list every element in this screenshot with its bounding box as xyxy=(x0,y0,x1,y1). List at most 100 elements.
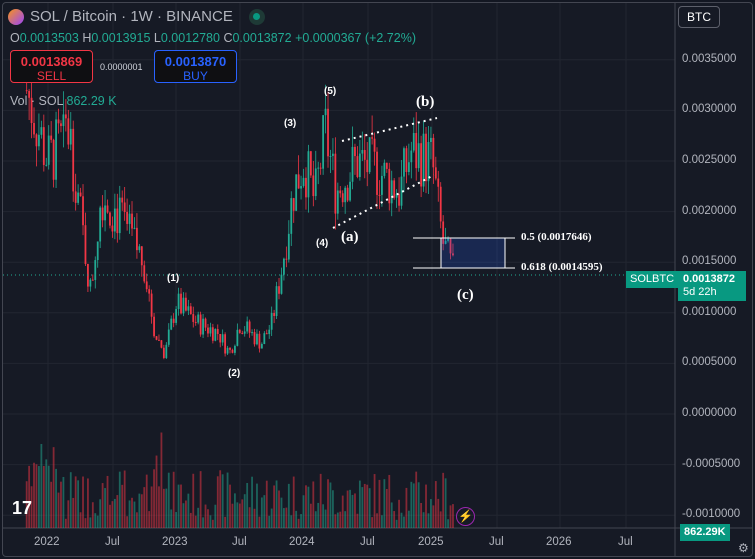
volume-bar xyxy=(437,498,440,528)
volume-bar xyxy=(268,515,271,528)
volume-bar xyxy=(42,465,45,528)
candle-body xyxy=(260,343,263,349)
volume-bar xyxy=(128,500,131,528)
candle-body xyxy=(77,192,80,203)
volume-bar xyxy=(52,447,55,528)
volume-bar xyxy=(430,499,432,528)
volume-bar xyxy=(412,483,415,528)
volume-bar xyxy=(388,474,391,528)
candle-body xyxy=(40,127,43,135)
price-tick: 0.0005000 xyxy=(682,356,737,369)
candle-body xyxy=(209,327,212,334)
volume-bar xyxy=(143,487,146,528)
volume-bar xyxy=(82,476,84,528)
candle-body xyxy=(339,190,342,194)
volume-bar xyxy=(371,517,374,528)
candle-body xyxy=(231,349,234,353)
time-tick: 2022 xyxy=(34,536,60,548)
change-value: +0.0000367 (+2.72%) xyxy=(295,31,416,45)
candle-body xyxy=(241,332,244,334)
candle-body xyxy=(275,286,278,316)
candle-body xyxy=(214,328,217,341)
candle-body xyxy=(417,143,420,169)
volume-bar xyxy=(182,503,185,528)
buy-button[interactable]: 0.0013870 BUY xyxy=(154,50,237,83)
candle-body xyxy=(334,153,337,214)
volume-bar xyxy=(214,504,217,528)
candle-body xyxy=(185,297,187,311)
candle-body xyxy=(180,293,182,314)
volume-bar xyxy=(422,512,425,528)
volume-bar xyxy=(425,484,427,528)
volume-bar xyxy=(101,483,104,528)
fib-0618-label: 0.618 (0.0014595) xyxy=(521,261,603,273)
candle-body xyxy=(336,190,339,214)
volume-bar xyxy=(322,504,325,528)
candle-body xyxy=(148,289,151,294)
bar-countdown: 5d 22h xyxy=(683,286,717,298)
candle-body xyxy=(177,293,180,310)
price-tick: 0.0035000 xyxy=(682,52,737,65)
volume-bar xyxy=(253,508,256,528)
candle-body xyxy=(447,238,449,241)
candle-body xyxy=(33,123,35,135)
candle-body xyxy=(45,164,48,166)
candle-body xyxy=(96,241,99,261)
volume-bar xyxy=(172,471,175,528)
volume-bar xyxy=(373,474,376,528)
candle-body xyxy=(263,333,266,344)
volume-bar xyxy=(57,492,60,528)
volume-bar xyxy=(354,493,356,528)
settings-gear-icon[interactable]: ⚙ xyxy=(738,541,749,555)
candle-body xyxy=(295,174,298,211)
volume-bar xyxy=(420,502,423,528)
volume-bar xyxy=(361,487,364,528)
candle-body xyxy=(329,155,332,157)
ohlc-legend: O0.0013503 H0.0013915 L0.0012780 C0.0013… xyxy=(10,31,416,45)
candle-body xyxy=(246,321,249,332)
volume-bar xyxy=(67,500,70,528)
wave-b-label: (b) xyxy=(416,94,435,110)
open-value: 0.0013503 xyxy=(19,31,79,45)
volume-bar xyxy=(285,507,288,528)
candle-body xyxy=(317,167,320,169)
currency-button[interactable]: BTC xyxy=(678,6,720,28)
volume-bar xyxy=(314,511,317,528)
chart-header: SOL / Bitcoin · 1W · BINANCE xyxy=(8,8,265,25)
candle-body xyxy=(309,151,312,176)
low-value: 0.0012780 xyxy=(160,31,220,45)
lightning-icon[interactable]: ⚡ xyxy=(456,507,475,526)
time-tick: Jul xyxy=(360,536,375,548)
volume-bar xyxy=(270,508,273,528)
volume-bar xyxy=(346,490,349,528)
candle-body xyxy=(270,313,273,330)
volume-bar xyxy=(226,472,229,528)
price-tick: 0.0025000 xyxy=(682,154,737,166)
candle-body xyxy=(368,137,371,173)
volume-bar xyxy=(185,500,187,528)
volume-bar xyxy=(344,511,347,528)
price-tick: 0.0010000 xyxy=(682,305,737,318)
volume-bar xyxy=(339,511,342,528)
symbol-title[interactable]: SOL / Bitcoin · 1W · BINANCE xyxy=(30,8,233,25)
volume-bar xyxy=(290,515,293,528)
volume-bar xyxy=(366,484,369,528)
candle-body xyxy=(226,347,229,354)
sell-button[interactable]: 0.0013869 SELL xyxy=(10,50,93,83)
tradingview-logo[interactable]: 17 xyxy=(12,498,33,518)
wave-a-label: (a) xyxy=(341,229,359,245)
wave-2-label: (2) xyxy=(228,368,241,379)
candle-body xyxy=(38,134,40,147)
volume-bar xyxy=(189,512,192,528)
volume-bar xyxy=(417,482,420,528)
candle-body xyxy=(42,127,45,165)
candle-body xyxy=(155,336,158,340)
candle-body xyxy=(67,118,70,145)
volume-bar xyxy=(297,518,300,528)
candle-body xyxy=(358,153,361,177)
candle-body xyxy=(211,327,214,341)
volume-bar xyxy=(248,507,251,528)
volume-bar xyxy=(30,486,33,528)
volume-bar xyxy=(45,459,48,528)
